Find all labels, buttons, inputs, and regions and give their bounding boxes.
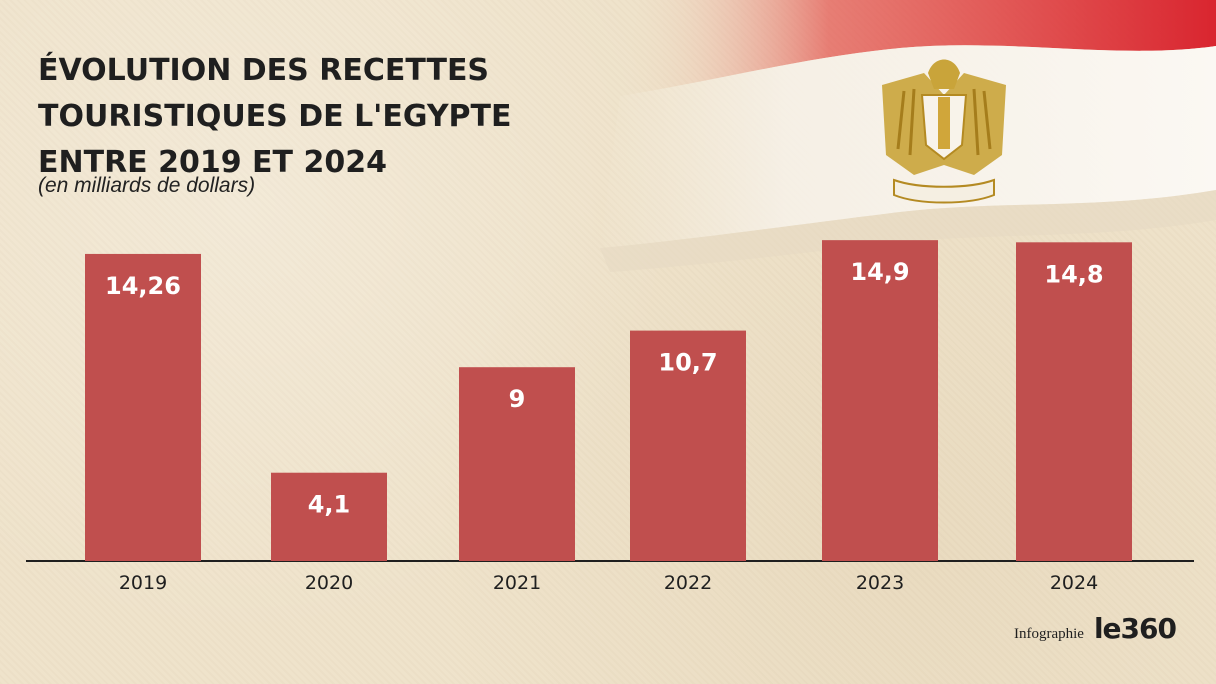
x-tick-label-2022: 2022 xyxy=(664,572,712,594)
data-label-2023: 14,9 xyxy=(850,258,909,286)
bar-2022 xyxy=(630,330,746,561)
le360-logo: le360 xyxy=(1093,612,1177,645)
x-tick-label-2019: 2019 xyxy=(119,572,167,594)
data-label-2020: 4,1 xyxy=(308,491,351,519)
data-label-2019: 14,26 xyxy=(105,272,181,300)
data-label-2021: 9 xyxy=(509,385,526,413)
bar-2020 xyxy=(271,472,387,561)
chart-subtitle: (en milliards de dollars) xyxy=(38,174,256,197)
data-label-2024: 14,8 xyxy=(1044,260,1103,288)
bar-2023 xyxy=(822,240,938,562)
x-tick-label-2023: 2023 xyxy=(856,572,904,594)
bar-2024 xyxy=(1016,242,1132,561)
eagle-of-saladin-icon xyxy=(882,59,1006,204)
x-tick-label-2024: 2024 xyxy=(1050,572,1098,594)
data-label-2022: 10,7 xyxy=(658,349,717,377)
x-tick-label-2020: 2020 xyxy=(305,572,353,594)
bar-2021 xyxy=(459,367,575,561)
x-tick-label-2021: 2021 xyxy=(493,572,541,594)
infographie-credit: Infographie xyxy=(1013,626,1084,642)
footer: Infographie le360 xyxy=(1013,612,1177,645)
bar-2019 xyxy=(85,253,201,561)
chart-title: ÉVOLUTION DES RECETTES TOURISTIQUES DE L… xyxy=(38,53,512,180)
